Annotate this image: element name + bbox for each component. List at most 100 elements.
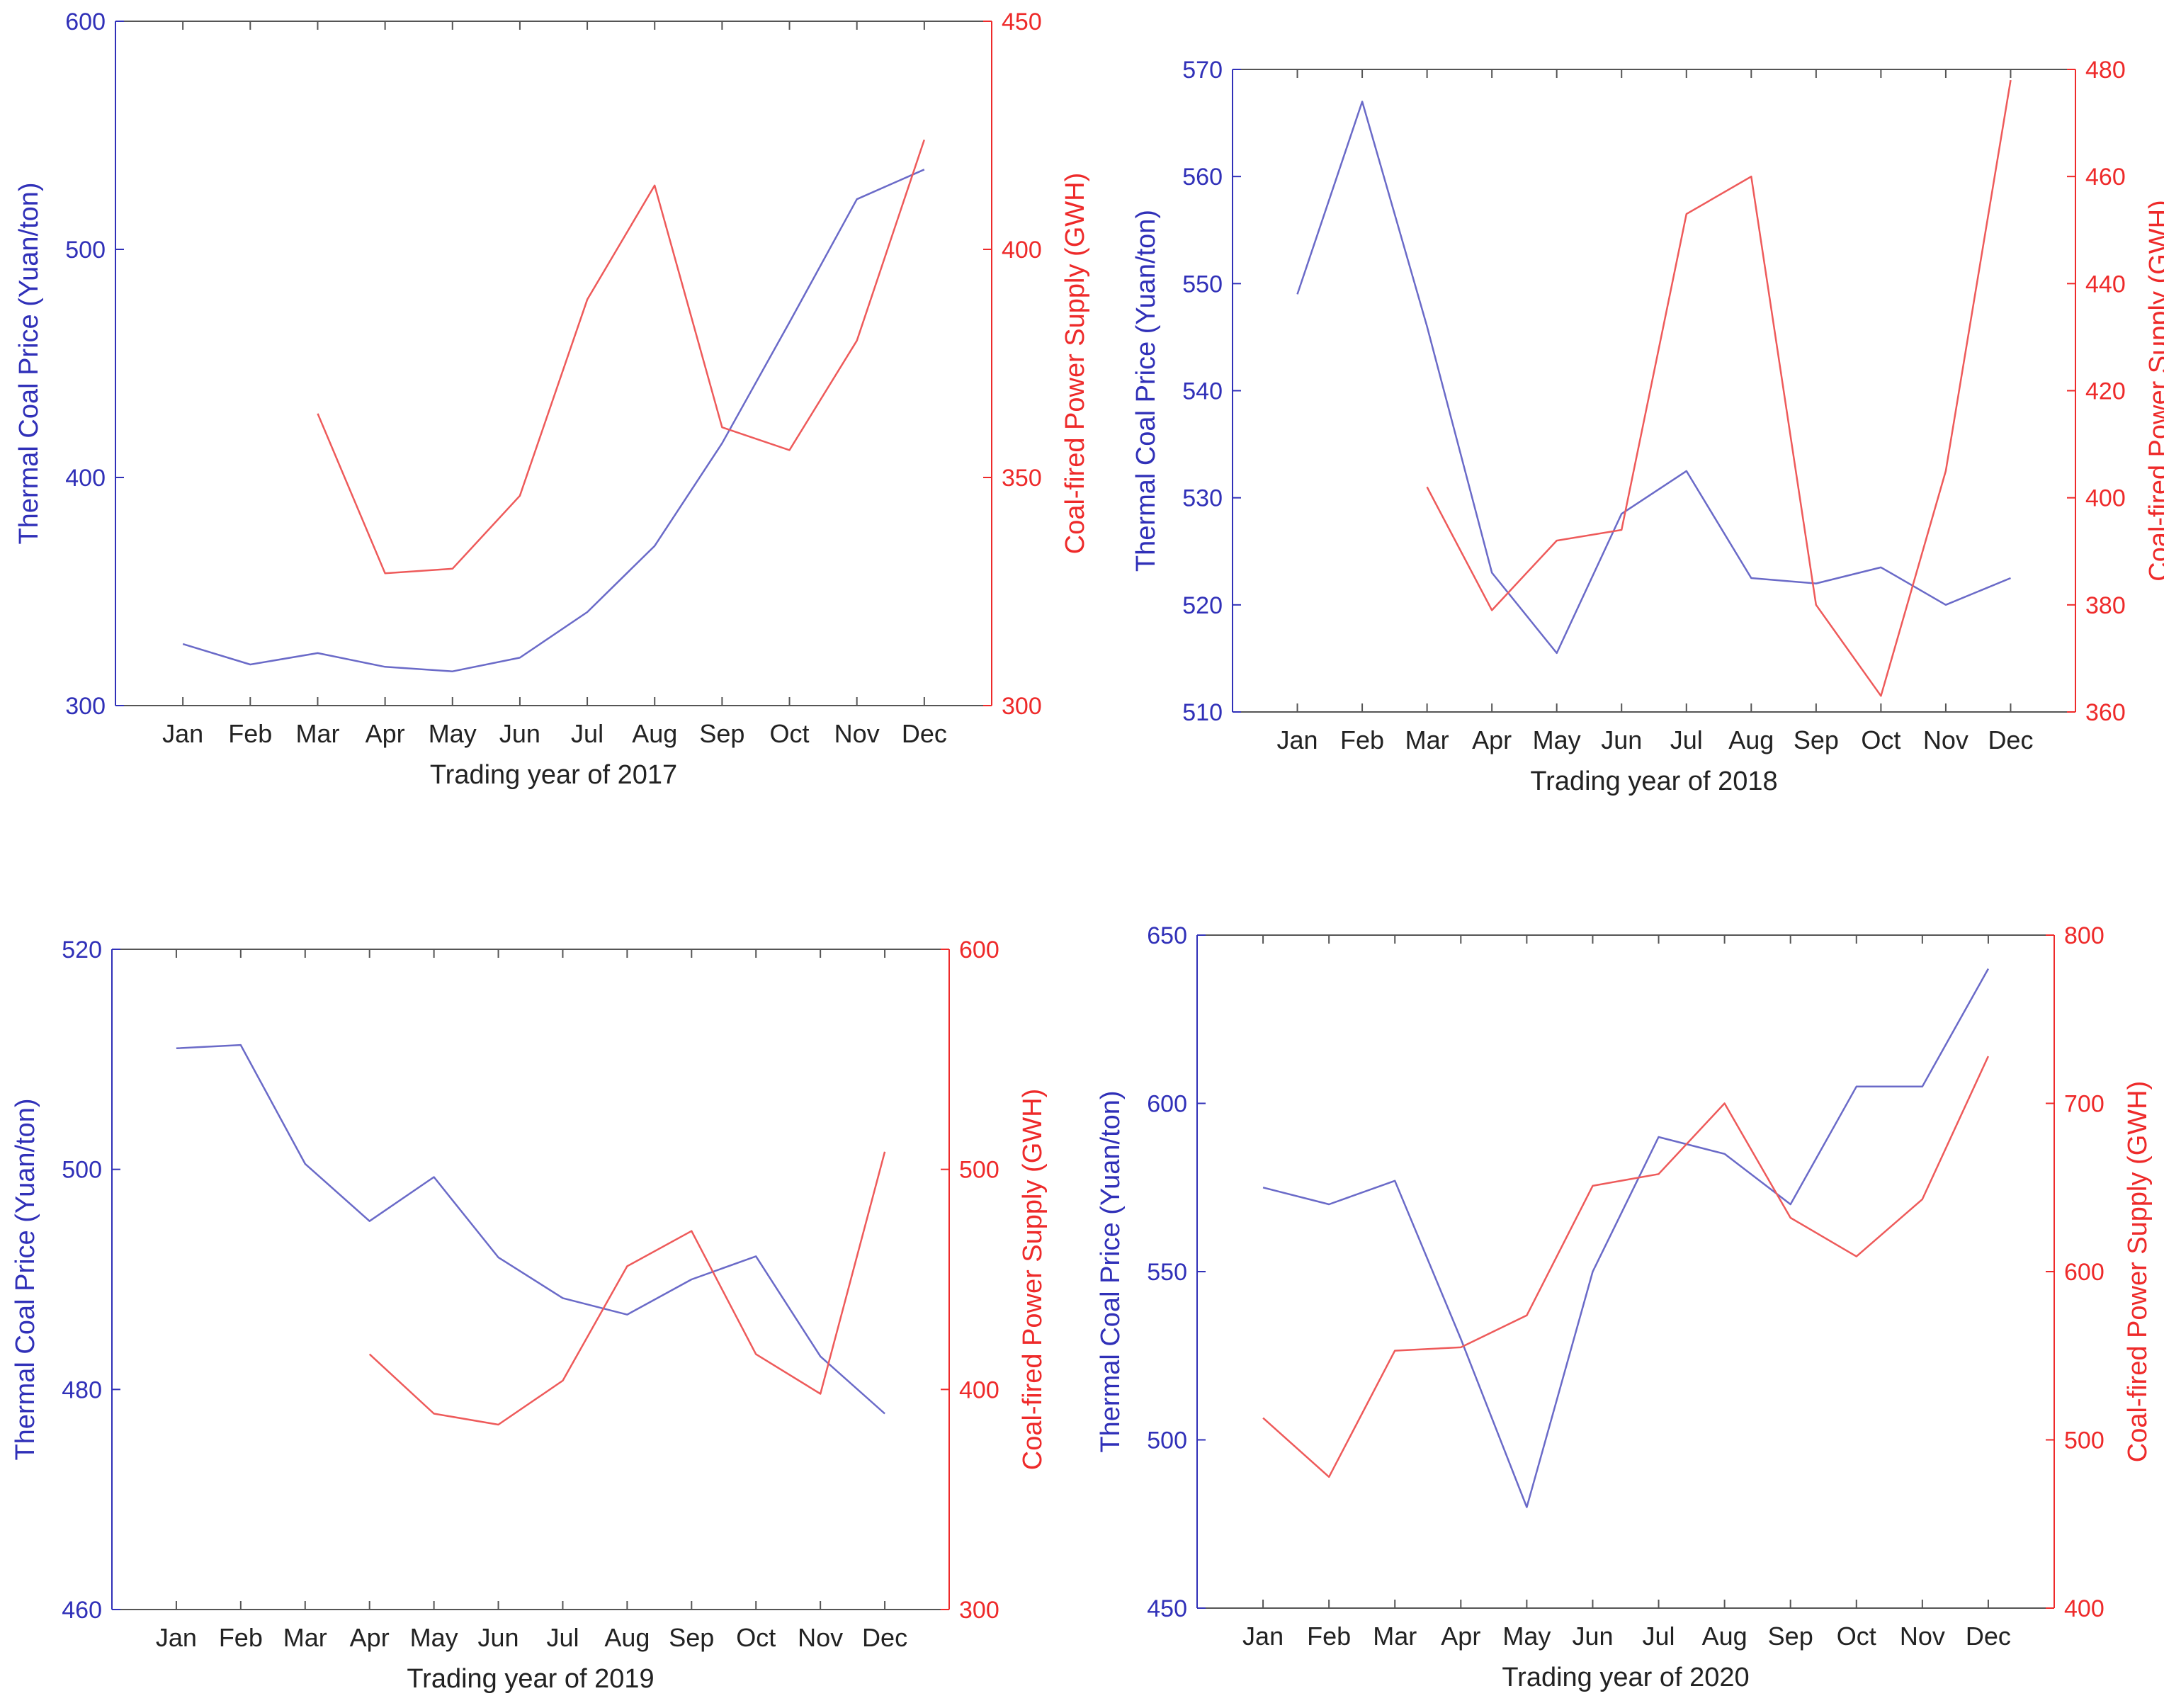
left-y-tick-label: 520 — [62, 937, 102, 963]
x-tick-label: Jun — [1601, 725, 1642, 754]
x-tick-label: Mar — [283, 1623, 327, 1652]
right-y-tick-label: 400 — [959, 1376, 999, 1403]
x-tick-label: Apr — [1441, 1622, 1480, 1651]
x-tick-label: Jul — [1643, 1622, 1675, 1651]
right-y-tick-label: 400 — [2064, 1595, 2104, 1622]
x-tick-label: Jan — [1277, 725, 1318, 754]
right-y-tick-label: 300 — [959, 1597, 999, 1624]
left-y-tick-label: 300 — [65, 693, 106, 720]
left-y-tick-label: 600 — [1147, 1091, 1187, 1118]
x-tick-label: Aug — [1702, 1622, 1747, 1651]
x-tick-label: Jul — [1670, 725, 1703, 754]
coal-price-line — [1296, 101, 2011, 655]
right-y-tick-label: 600 — [959, 937, 999, 963]
left-y-tick-label: 550 — [1147, 1259, 1187, 1286]
x-tick-label: Apr — [350, 1623, 390, 1652]
right-y-tick-label: 700 — [2064, 1091, 2104, 1118]
right-y-tick-label: 400 — [1002, 237, 1042, 264]
x-axis-label: Trading year of 2017 — [430, 760, 677, 790]
left-y-tick-label: 480 — [62, 1376, 102, 1403]
right-y-tick-label: 360 — [2085, 699, 2126, 726]
left-y-tick-label: 400 — [65, 465, 106, 492]
left-y-tick-label: 540 — [1182, 378, 1223, 405]
x-tick-label: Dec — [1988, 725, 2033, 754]
x-tick-label: Nov — [834, 719, 880, 748]
right-y-tick-label: 300 — [1002, 693, 1042, 720]
x-tick-label: Oct — [1861, 725, 1900, 754]
x-tick-label: Mar — [1373, 1622, 1417, 1651]
x-tick-label: Sep — [1768, 1622, 1813, 1651]
x-tick-label: Dec — [902, 719, 947, 748]
x-tick-label: Sep — [1794, 725, 1839, 754]
right-y-axis-label: Coal-fired Power Supply (GWH) — [2123, 1081, 2153, 1462]
right-y-tick-label: 400 — [2085, 485, 2126, 512]
power-supply-line — [1262, 1056, 1990, 1478]
right-y-tick-label: 440 — [2085, 271, 2126, 298]
right-y-tick-label: 600 — [2064, 1259, 2104, 1286]
left-y-tick-label: 560 — [1182, 164, 1223, 191]
left-y-axis-label: Thermal Coal Price (Yuan/ton) — [1131, 210, 1161, 572]
right-y-tick-label: 500 — [2064, 1427, 2104, 1454]
left-y-tick-label: 520 — [1182, 592, 1223, 619]
x-tick-label: Oct — [770, 719, 810, 748]
x-tick-label: Feb — [219, 1623, 263, 1652]
x-tick-label: Jun — [478, 1623, 519, 1652]
right-y-tick-label: 450 — [1002, 9, 1042, 35]
x-tick-label: Oct — [1837, 1622, 1876, 1651]
x-tick-label: Aug — [1728, 725, 1774, 754]
x-tick-label: Aug — [632, 719, 677, 748]
right-y-axis-label: Coal-fired Power Supply (GWH) — [2144, 200, 2164, 581]
left-y-tick-label: 650 — [1147, 922, 1187, 949]
coal-price-line — [182, 169, 925, 672]
power-supply-line — [1426, 79, 2012, 697]
left-y-tick-label: 510 — [1182, 699, 1223, 726]
chart-2020: Jan Feb Mar Apr May Jun Jul Aug Sep Oct Nov Dec 450 5… — [1096, 922, 2153, 1692]
x-tick-label: Jan — [162, 719, 203, 748]
x-tick-label: May — [1533, 725, 1581, 754]
right-y-tick-label: 480 — [2085, 57, 2126, 84]
left-y-tick-label: 500 — [65, 237, 106, 264]
x-tick-label: Dec — [862, 1623, 907, 1652]
x-tick-label: Aug — [604, 1623, 650, 1652]
right-y-axis-label: Coal-fired Power Supply (GWH) — [1018, 1089, 1048, 1470]
x-tick-label: Nov — [1923, 725, 1968, 754]
right-y-tick-label: 500 — [959, 1157, 999, 1184]
x-tick-label: Jul — [546, 1623, 579, 1652]
chart-2018: Jan Feb Mar Apr May Jun Jul Aug Sep Oct Nov Dec 510 5… — [1131, 57, 2164, 796]
right-y-axis-label: Coal-fired Power Supply (GWH) — [1060, 173, 1090, 554]
left-y-tick-label: 570 — [1182, 57, 1223, 84]
x-tick-label: Jul — [571, 719, 604, 748]
x-tick-label: Apr — [1472, 725, 1512, 754]
coal-price-line — [1262, 968, 1989, 1508]
power-supply-line — [368, 1151, 886, 1426]
left-y-axis-label: Thermal Coal Price (Yuan/ton) — [1096, 1090, 1126, 1452]
x-tick-label: Feb — [228, 719, 272, 748]
x-tick-label: Oct — [736, 1623, 776, 1652]
x-tick-label: Jun — [1572, 1622, 1613, 1651]
left-y-axis-label: Thermal Coal Price (Yuan/ton) — [11, 1098, 40, 1460]
x-tick-label: Jan — [1242, 1622, 1284, 1651]
x-tick-label: Feb — [1307, 1622, 1351, 1651]
x-tick-label: Jun — [499, 719, 540, 748]
x-tick-label: Sep — [669, 1623, 714, 1652]
x-axis-label: Trading year of 2018 — [1530, 767, 1777, 796]
right-y-tick-label: 460 — [2085, 164, 2126, 191]
left-y-tick-label: 500 — [1147, 1427, 1187, 1454]
left-y-tick-label: 500 — [62, 1157, 102, 1184]
x-tick-label: Nov — [1900, 1622, 1945, 1651]
right-y-tick-label: 380 — [2085, 592, 2126, 619]
x-axis-label: Trading year of 2020 — [1502, 1663, 1749, 1692]
x-tick-label: Apr — [366, 719, 405, 748]
chart-2019: Jan Feb Mar Apr May Jun Jul Aug Sep Oct Nov Dec 460 4… — [11, 937, 1048, 1694]
x-tick-label: Feb — [1340, 725, 1384, 754]
power-supply-line — [317, 140, 925, 575]
chart-2017: Jan Feb Mar Apr May Jun Jul Aug Sep Oct Nov Dec 300 4… — [14, 9, 1090, 790]
left-y-tick-label: 550 — [1182, 271, 1223, 298]
right-y-tick-label: 800 — [2064, 922, 2104, 949]
x-tick-label: Mar — [295, 719, 339, 748]
right-y-tick-label: 350 — [1002, 465, 1042, 492]
x-axis-label: Trading year of 2019 — [407, 1664, 654, 1694]
x-tick-label: Nov — [798, 1623, 843, 1652]
left-y-tick-label: 600 — [65, 9, 106, 35]
